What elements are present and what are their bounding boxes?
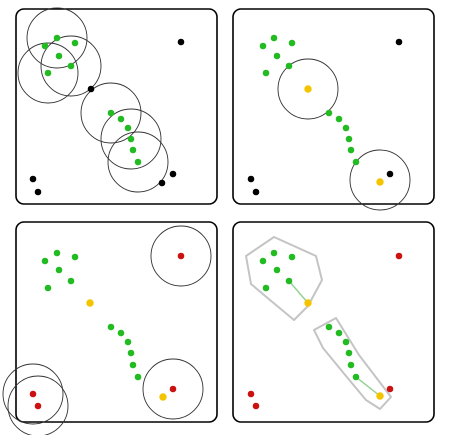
- core-point-bottom-left: [53, 249, 61, 257]
- outlier-point-bottom-left: [29, 390, 37, 398]
- core-point-bottom-left: [134, 373, 142, 381]
- centroid-point-bottom-left: [159, 393, 167, 401]
- centroid-point-top-right: [376, 178, 384, 186]
- core-point-top-left: [44, 69, 52, 77]
- noise-point-top-right: [395, 38, 403, 46]
- noise-point-top-right: [386, 170, 394, 178]
- core-point-bottom-right: [347, 361, 355, 369]
- noise-point-top-left: [87, 85, 95, 93]
- panel-frame-bottom-left: [15, 221, 218, 423]
- core-point-bottom-left: [44, 284, 52, 292]
- panel-frame-top-left: [15, 8, 218, 205]
- core-point-bottom-left: [127, 349, 135, 357]
- core-point-top-right: [270, 34, 278, 42]
- core-point-top-right: [285, 62, 293, 70]
- outlier-point-bottom-left: [34, 402, 42, 410]
- core-point-top-right: [335, 115, 343, 123]
- noise-point-top-left: [177, 38, 185, 46]
- core-point-bottom-left: [55, 266, 63, 274]
- radius-circle-bottom-left: [2, 363, 64, 425]
- link-layer: [288, 280, 381, 397]
- core-point-bottom-left: [124, 338, 132, 346]
- core-point-top-left: [71, 39, 79, 47]
- core-point-bottom-right: [335, 329, 343, 337]
- core-point-bottom-right: [352, 373, 360, 381]
- core-point-top-right: [342, 124, 350, 132]
- radius-circle-top-left: [107, 131, 169, 193]
- centroid-point-bottom-right: [304, 299, 312, 307]
- point-layer: [29, 34, 403, 410]
- centroid-point-bottom-left: [86, 299, 94, 307]
- outlier-point-bottom-right: [395, 252, 403, 260]
- outlier-point-bottom-left: [169, 385, 177, 393]
- noise-point-top-right: [247, 175, 255, 183]
- core-point-bottom-right: [259, 257, 267, 265]
- core-point-bottom-right: [262, 284, 270, 292]
- circle-layer: [2, 7, 411, 435]
- noise-point-top-right: [252, 188, 260, 196]
- core-point-top-left: [107, 109, 115, 117]
- outlier-point-bottom-right: [252, 402, 260, 410]
- core-point-top-left: [127, 135, 135, 143]
- core-point-top-right: [352, 158, 360, 166]
- outlier-point-bottom-right: [386, 385, 394, 393]
- centroid-link-bottom-right: [288, 280, 309, 304]
- centroid-point-top-right: [304, 85, 312, 93]
- core-point-top-right: [259, 42, 267, 50]
- centroid-link-bottom-right: [355, 376, 381, 397]
- noise-point-top-left: [34, 188, 42, 196]
- core-point-top-left: [67, 62, 75, 70]
- core-point-bottom-left: [129, 361, 137, 369]
- core-point-top-right: [325, 109, 333, 117]
- radius-circle-bottom-left: [7, 375, 69, 435]
- centroid-point-bottom-right: [376, 392, 384, 400]
- core-point-bottom-left: [41, 257, 49, 265]
- radius-circle-top-left: [26, 7, 88, 69]
- outlier-point-bottom-left: [177, 252, 185, 260]
- core-point-top-left: [134, 158, 142, 166]
- core-point-top-right: [262, 69, 270, 77]
- core-point-top-left: [117, 115, 125, 123]
- core-point-top-left: [53, 34, 61, 42]
- radius-circle-top-left: [17, 42, 79, 104]
- radius-circle-bottom-left: [150, 225, 212, 287]
- core-point-bottom-left: [67, 277, 75, 285]
- core-point-bottom-right: [345, 349, 353, 357]
- core-point-bottom-right: [342, 338, 350, 346]
- core-point-top-right: [345, 135, 353, 143]
- core-point-bottom-right: [273, 266, 281, 274]
- radius-circle-top-left: [100, 108, 162, 170]
- noise-point-top-left: [169, 170, 177, 178]
- radius-circle-top-right: [277, 58, 339, 120]
- outlier-point-bottom-right: [247, 390, 255, 398]
- radius-circle-bottom-left: [142, 358, 204, 420]
- panel-frame-top-right: [232, 8, 435, 205]
- core-point-bottom-right: [285, 277, 293, 285]
- core-point-top-left: [55, 52, 63, 60]
- noise-point-top-left: [29, 175, 37, 183]
- core-point-bottom-right: [288, 253, 296, 261]
- panel-frame-bottom-right: [232, 221, 435, 423]
- cluster-hull-bottom-right: [313, 317, 392, 410]
- core-point-top-left: [124, 124, 132, 132]
- core-point-bottom-left: [117, 329, 125, 337]
- core-point-bottom-right: [325, 323, 333, 331]
- radius-circle-top-left: [80, 82, 142, 144]
- core-point-top-right: [273, 52, 281, 60]
- core-point-top-left: [41, 42, 49, 50]
- core-point-bottom-left: [71, 253, 79, 261]
- core-point-bottom-left: [107, 323, 115, 331]
- radius-circle-top-right: [349, 149, 411, 211]
- radius-circle-top-left: [40, 35, 102, 97]
- core-point-bottom-right: [270, 249, 278, 257]
- noise-point-top-left: [158, 179, 166, 187]
- core-point-top-right: [288, 39, 296, 47]
- core-point-top-right: [347, 146, 355, 154]
- core-point-top-left: [129, 146, 137, 154]
